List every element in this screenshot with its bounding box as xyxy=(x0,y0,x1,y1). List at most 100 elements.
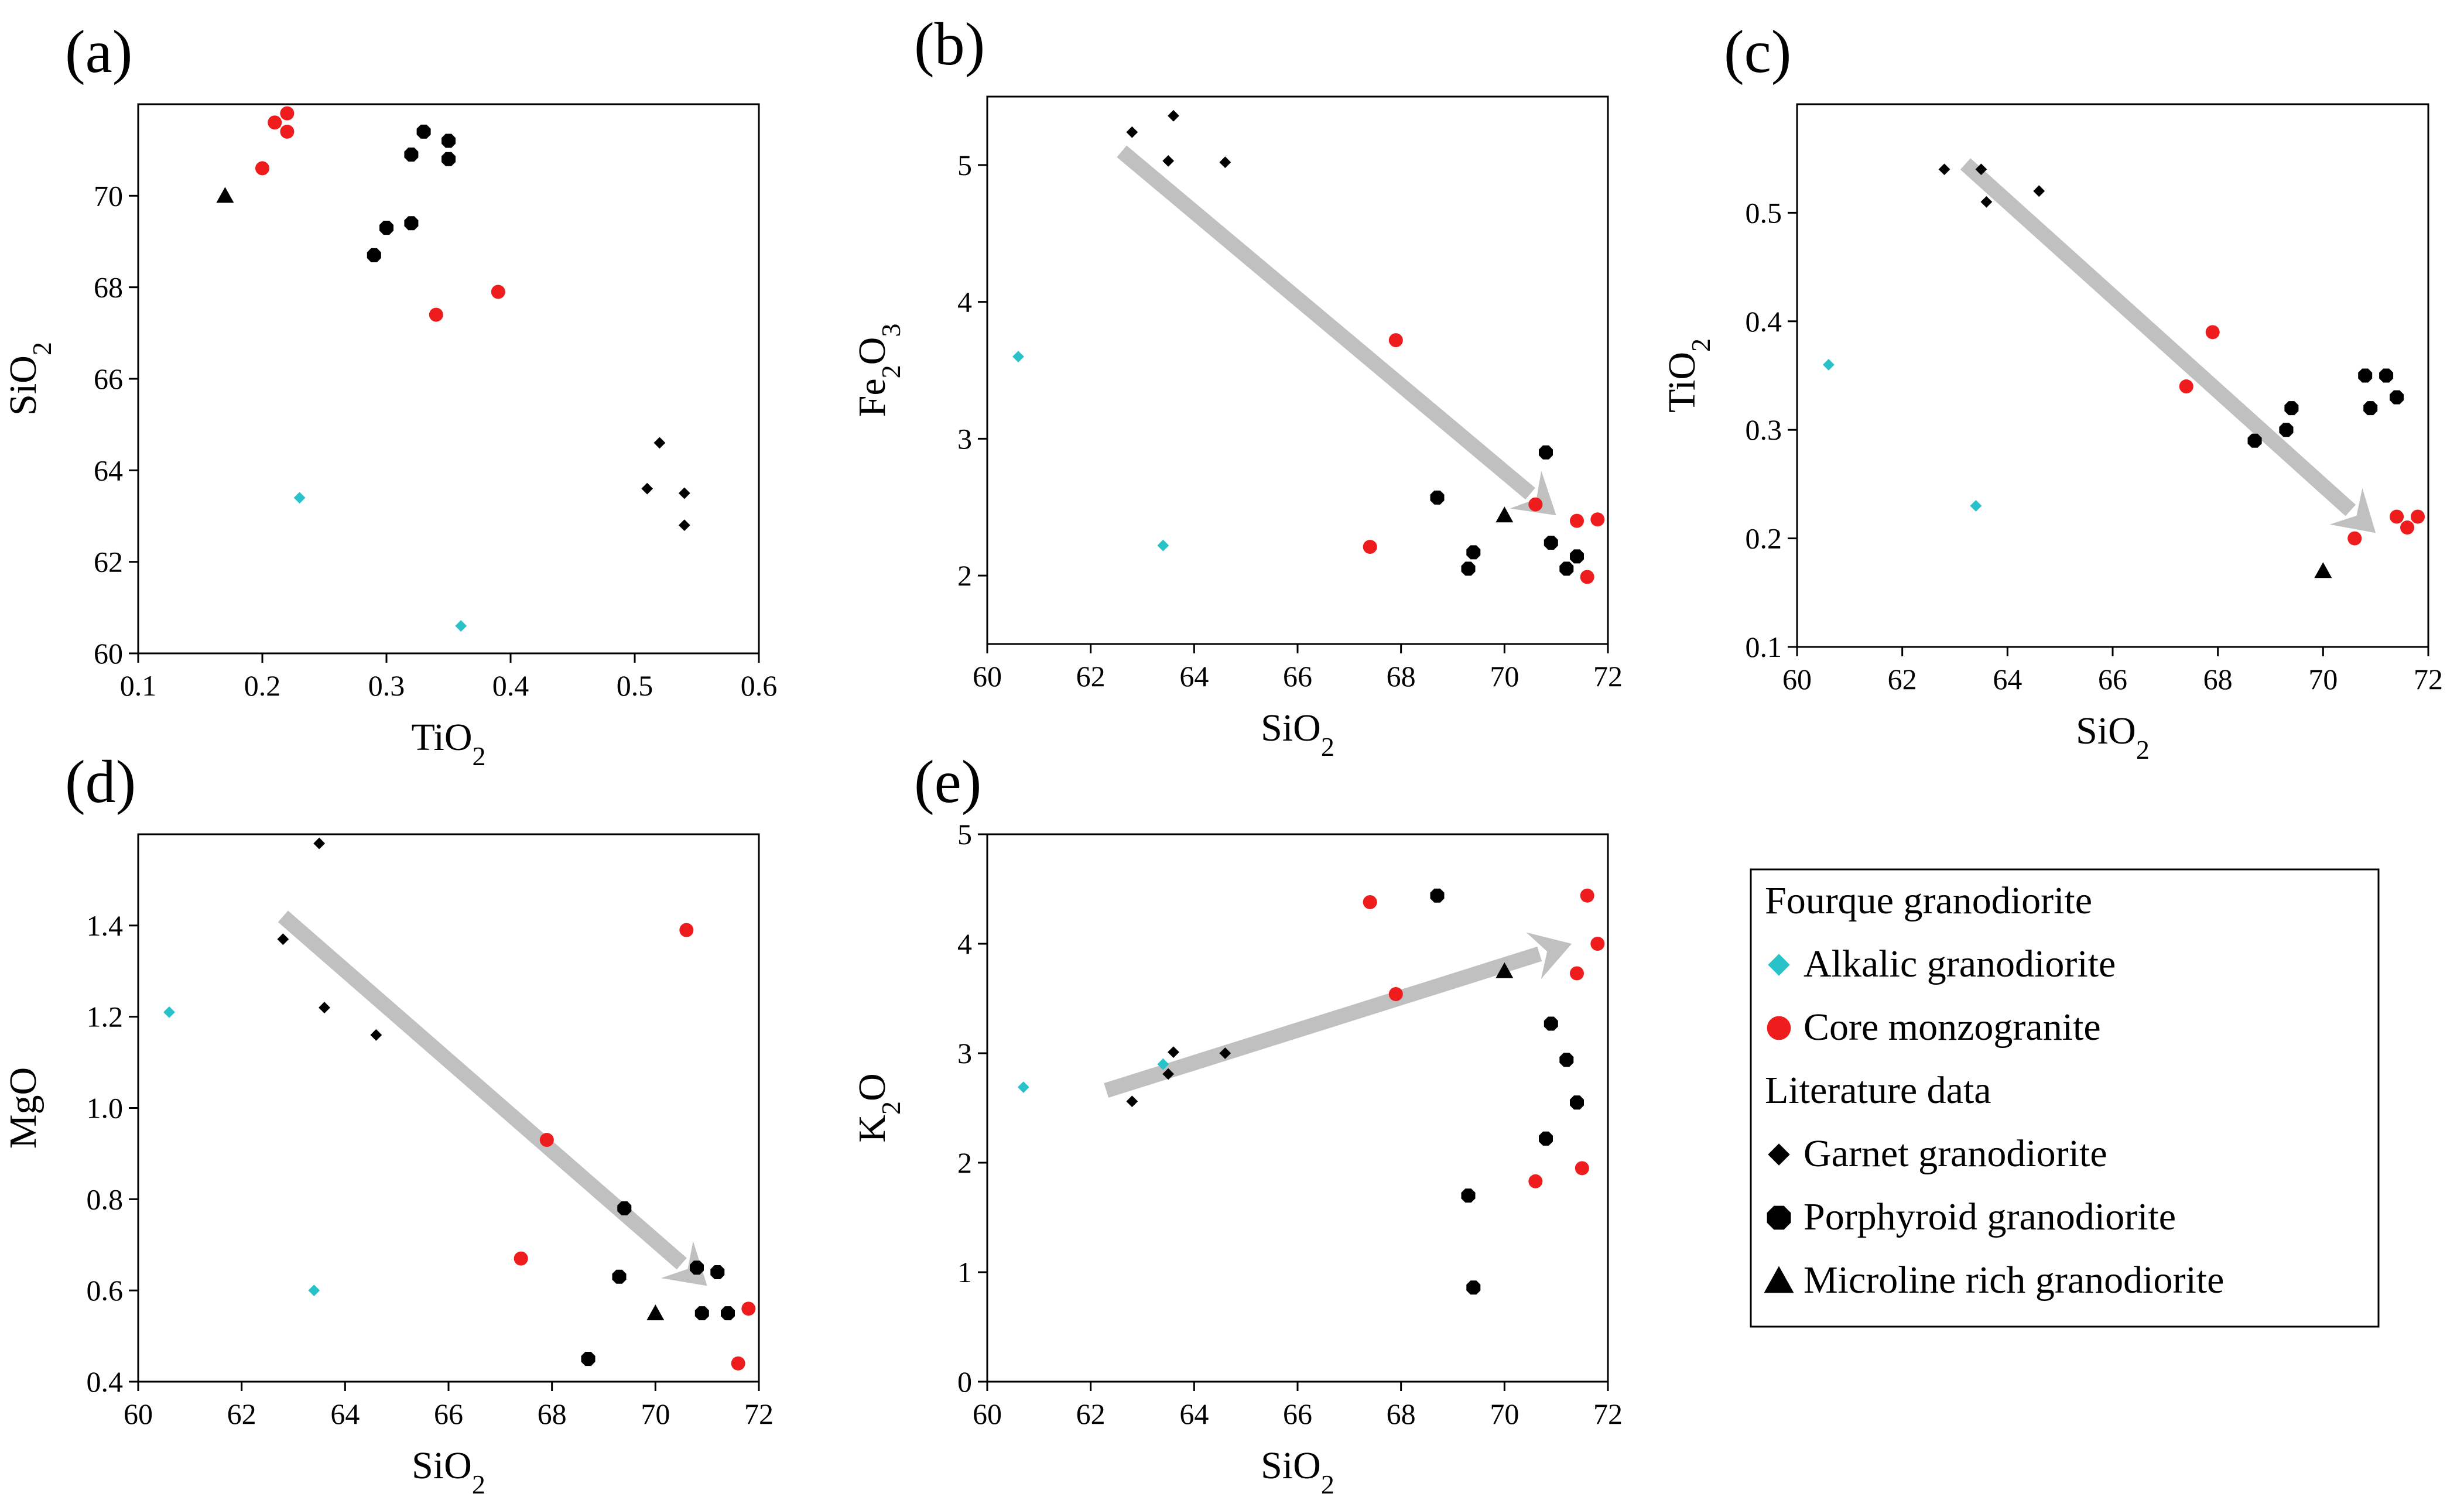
x-tick-label: 64 xyxy=(1179,1397,1209,1430)
y-tick-label: 62 xyxy=(94,546,123,578)
data-point xyxy=(280,106,295,121)
data-point xyxy=(1544,1016,1558,1031)
panel-a: 0.1 0.2 0.3 0.4 0.5 0.6 60 62 64 66 68 70 (a) TiO2 SiO… xyxy=(2,18,777,771)
x-tick-label: 70 xyxy=(1490,660,1519,693)
series-garnet-granodiorite xyxy=(277,837,382,1041)
x-tick-label: 0.4 xyxy=(492,669,529,702)
x-tick-label: 60 xyxy=(1782,663,1812,696)
data-point xyxy=(1559,561,1574,576)
x-tick-label: 72 xyxy=(1593,1397,1623,1430)
plot-frame xyxy=(986,95,1609,645)
data-point xyxy=(1590,512,1605,527)
data-point xyxy=(1544,536,1558,550)
x-tick-label: 60 xyxy=(973,1397,1002,1430)
data-point xyxy=(379,221,393,235)
data-point xyxy=(694,1306,709,1321)
y-tick-label: 5 xyxy=(957,149,972,181)
x-tick-label: 62 xyxy=(1076,1397,1106,1430)
plot-frame xyxy=(986,833,1609,1383)
data-point xyxy=(1823,359,1835,371)
x-tick-label: 70 xyxy=(1490,1397,1519,1430)
x-axis-title: SiO2 xyxy=(1261,1444,1334,1497)
data-point xyxy=(163,1006,175,1018)
y-tick-label: 60 xyxy=(94,637,123,670)
data-point xyxy=(1559,1053,1574,1067)
x-tick-label: 0.3 xyxy=(368,669,405,702)
x-tick-label: 66 xyxy=(1283,660,1312,693)
trend-arrow-head xyxy=(2329,488,2376,533)
data-point xyxy=(1219,1047,1231,1059)
x-tick-label: 66 xyxy=(434,1397,463,1430)
y-axis-title: MgO xyxy=(2,1067,45,1149)
x-tick-label: 68 xyxy=(1387,660,1416,693)
series-core-monzogranite xyxy=(1363,333,1605,584)
series-microline-rich-granodiorite xyxy=(2314,562,2332,578)
x-tick-label: 70 xyxy=(641,1397,670,1430)
data-point xyxy=(2314,562,2332,578)
legend-item: Porphyroid granodiorite xyxy=(1767,1195,2176,1238)
legend-item: Microline rich granodiorite xyxy=(1764,1259,2224,1301)
data-point xyxy=(455,620,467,632)
data-point xyxy=(1168,1046,1179,1058)
data-point xyxy=(1388,987,1403,1002)
data-point xyxy=(690,1260,704,1275)
data-point xyxy=(1126,1095,1138,1108)
data-point xyxy=(514,1251,528,1266)
legend-label: Porphyroid granodiorite xyxy=(1803,1195,2176,1238)
series-garnet-granodiorite xyxy=(1938,163,2045,208)
series-porphyroid-granodiorite xyxy=(367,124,456,262)
data-point xyxy=(617,1201,632,1215)
y-tick-label: 0.5 xyxy=(1746,196,1782,229)
data-point xyxy=(216,187,234,203)
data-point xyxy=(1162,155,1175,167)
data-point xyxy=(2179,379,2193,394)
y-tick-label: 0.2 xyxy=(1746,522,1782,555)
data-point xyxy=(1017,1081,1029,1093)
data-point xyxy=(1580,570,1594,584)
data-point xyxy=(404,148,419,162)
data-point xyxy=(1012,351,1024,363)
x-tick-label: 64 xyxy=(1993,663,2022,696)
data-point xyxy=(2279,423,2294,437)
y-tick-label: 4 xyxy=(957,927,972,960)
y-tick-label: 4 xyxy=(957,286,972,318)
trend-arrow-head xyxy=(1510,471,1556,516)
trend-arrow-shaft xyxy=(278,910,687,1270)
data-point xyxy=(679,923,694,937)
legend-label: Alkalic granodiorite xyxy=(1803,943,2116,985)
data-point xyxy=(313,837,326,849)
x-tick-label: 60 xyxy=(973,660,1002,693)
data-point xyxy=(2205,325,2220,340)
data-point xyxy=(612,1269,627,1284)
data-point xyxy=(678,519,690,532)
data-point xyxy=(1570,1095,1584,1110)
data-point xyxy=(1461,1188,1476,1203)
x-axis-title: SiO2 xyxy=(412,1444,485,1497)
data-point xyxy=(1466,1280,1481,1295)
data-point xyxy=(319,1002,330,1013)
data-point xyxy=(1528,1174,1543,1188)
data-point xyxy=(1495,506,1514,523)
data-point xyxy=(2363,401,2378,416)
data-point xyxy=(1461,561,1476,576)
data-point xyxy=(1575,1161,1589,1176)
data-point xyxy=(2379,368,2394,383)
y-tick-label: 70 xyxy=(94,179,123,212)
x-tick-label: 0.1 xyxy=(120,669,157,702)
data-point xyxy=(404,216,419,231)
data-point xyxy=(1539,1131,1553,1146)
legend-label: Fourque granodiorite xyxy=(1765,879,2092,922)
data-point xyxy=(641,482,653,495)
x-tick-label: 62 xyxy=(1076,660,1106,693)
y-axis-title: K2O xyxy=(851,1073,906,1142)
data-point xyxy=(308,1284,320,1297)
y-tick-label: 1.2 xyxy=(87,1001,124,1033)
data-point xyxy=(678,487,690,499)
data-point xyxy=(442,133,456,148)
data-point xyxy=(1495,962,1514,978)
y-tick-label: 66 xyxy=(94,362,123,395)
series-porphyroid-granodiorite xyxy=(1430,888,1584,1295)
data-point xyxy=(1430,490,1445,505)
data-point xyxy=(255,161,269,176)
